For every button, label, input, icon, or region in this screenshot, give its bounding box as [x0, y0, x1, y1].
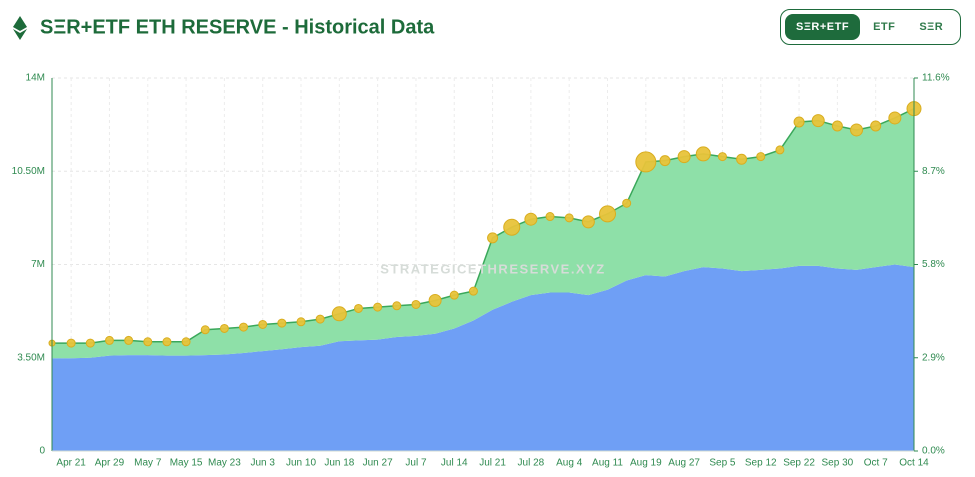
purchase-marker	[564, 213, 574, 223]
eth-icon	[13, 16, 27, 40]
purchase-marker	[622, 198, 632, 208]
purchase-marker	[392, 301, 402, 311]
axes: 0 3.50M 7M 10.50M 14M 0.0% 2.9% 5.8% 8.7% 11.6% Ap…	[12, 73, 950, 469]
purchase-marker	[599, 205, 617, 223]
y2-tick-label: 2.9%	[922, 352, 945, 363]
x-tick-label: Jul 21	[479, 458, 506, 469]
purchase-marker	[428, 293, 442, 307]
purchase-marker	[793, 116, 805, 128]
x-tick-label: Sep 12	[745, 458, 777, 469]
purchase-marker	[581, 215, 595, 229]
purchase-marker	[239, 322, 249, 332]
purchase-marker	[850, 123, 864, 137]
purchase-marker	[353, 303, 363, 313]
purchase-marker	[85, 338, 95, 348]
total-line	[52, 107, 915, 344]
purchase-marker	[888, 111, 902, 125]
purchase-marker	[181, 337, 191, 347]
purchase-marker	[677, 150, 691, 164]
x-tick-label: Jul 7	[405, 458, 427, 469]
purchase-marker	[659, 155, 671, 167]
purchase-marker	[200, 325, 210, 335]
x-tick-label: Sep 5	[709, 458, 736, 469]
purchase-marker	[219, 323, 229, 333]
area	[52, 264, 914, 451]
purchase-marker	[66, 338, 76, 348]
y-tick-label: 3.50M	[17, 352, 45, 363]
eth-icon-bottom	[13, 29, 27, 40]
watermark: STRATEGICETHRESERVE.XYZ	[380, 261, 605, 276]
eth-icon-top	[13, 16, 27, 31]
purchase-marker	[277, 318, 287, 328]
y2-tick-label: 11.6%	[922, 73, 950, 84]
x-tick-label: Sep 22	[783, 458, 815, 469]
view-toggle: SΞR+ETF ETF SΞR	[780, 9, 961, 45]
purchase-marker	[487, 232, 499, 244]
purchase-marker	[756, 152, 766, 162]
purchase-marker	[524, 212, 538, 226]
area	[52, 108, 914, 359]
markers	[48, 101, 922, 348]
purchase-marker	[870, 120, 882, 132]
purchase-marker	[411, 299, 421, 309]
purchase-marker	[695, 146, 711, 162]
purchase-marker	[717, 152, 727, 162]
x-tick-label: May 15	[170, 458, 203, 469]
toggle-button[interactable]: ETF	[862, 14, 906, 40]
purchase-marker	[124, 335, 134, 345]
purchase-marker	[373, 302, 383, 312]
chart-title: SΞR+ETF ETH RESERVE - Historical Data	[40, 16, 435, 38]
purchase-marker	[258, 319, 268, 329]
purchase-marker	[775, 145, 785, 155]
x-tick-label: Aug 27	[668, 458, 700, 469]
purchase-marker	[811, 114, 825, 128]
purchase-marker	[104, 335, 114, 345]
x-tick-label: Jun 18	[324, 458, 354, 469]
x-tick-label: Apr 29	[95, 458, 125, 469]
x-tick-label: Jul 28	[518, 458, 545, 469]
y2-tick-label: 5.8%	[922, 259, 945, 270]
x-tick-label: Sep 30	[822, 458, 854, 469]
purchase-marker	[736, 153, 748, 165]
areas	[52, 107, 915, 451]
purchase-marker	[143, 337, 153, 347]
y-tick-label: 0	[39, 446, 45, 457]
purchase-marker	[503, 218, 521, 236]
x-tick-label: Aug 4	[556, 458, 583, 469]
x-tick-label: May 23	[208, 458, 241, 469]
y-tick-label: 10.50M	[12, 166, 45, 177]
toggle-button[interactable]: SΞR	[908, 14, 954, 40]
purchase-marker	[635, 151, 657, 173]
purchase-marker	[831, 120, 843, 132]
x-tick-label: Apr 21	[56, 458, 86, 469]
x-tick-label: Jun 10	[286, 458, 316, 469]
purchase-marker	[545, 212, 555, 222]
x-tick-label: Jun 27	[363, 458, 393, 469]
purchase-marker	[449, 290, 459, 300]
x-tick-label: Aug 19	[630, 458, 662, 469]
x-tick-label: Jun 3	[250, 458, 275, 469]
x-tick-label: Oct 14	[899, 458, 929, 469]
purchase-marker	[315, 314, 325, 324]
purchase-marker	[468, 286, 478, 296]
y2-tick-label: 8.7%	[922, 166, 945, 177]
y2-tick-label: 0.0%	[922, 446, 945, 457]
x-tick-label: Aug 11	[592, 458, 623, 469]
purchase-marker	[162, 337, 172, 347]
toggle-button[interactable]: SΞR+ETF	[785, 14, 861, 40]
purchase-marker	[296, 317, 306, 327]
y-tick-label: 7M	[31, 259, 45, 270]
y-tick-label: 14M	[26, 73, 45, 84]
x-tick-label: May 7	[134, 458, 162, 469]
purchase-marker	[331, 306, 347, 322]
x-tick-label: Oct 7	[864, 458, 888, 469]
x-tick-label: Jul 14	[441, 458, 468, 469]
